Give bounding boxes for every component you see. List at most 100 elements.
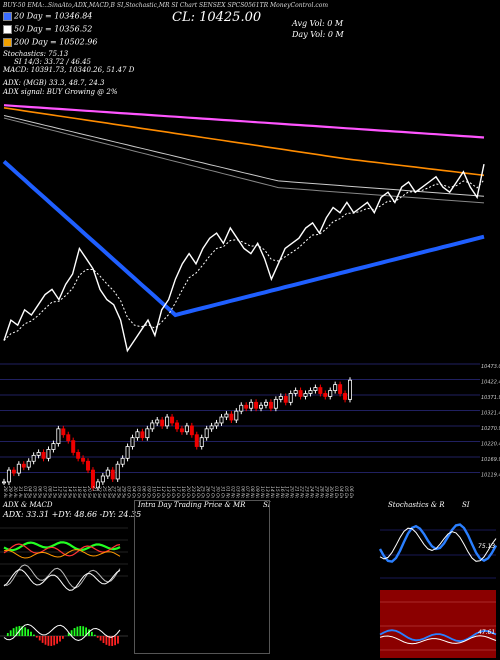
candle-body	[105, 469, 110, 477]
candle-body	[165, 416, 170, 427]
candle-body	[51, 443, 56, 450]
macd-histogram-bar	[30, 631, 32, 636]
candle-date-label: 06 Sep	[37, 486, 43, 498]
candle-body	[174, 422, 179, 430]
macd-histogram-bar	[41, 636, 44, 643]
candle-chart: 28 Aug 29 Aug 30 Aug 31 Aug 01 Sep 04 Sep 05 S…	[0, 363, 500, 498]
candle-body	[36, 452, 41, 456]
candle-body	[219, 416, 224, 424]
candle-date-label: 26 Oct	[205, 486, 211, 498]
adx-minus-line	[3, 543, 121, 557]
candle-body	[298, 390, 303, 397]
macd-histogram-bar	[6, 633, 9, 636]
header-day-vol: Day Vol: 0 M	[292, 30, 344, 39]
candle-body	[95, 481, 100, 489]
macd-histogram-bar	[9, 630, 12, 636]
candle-body	[115, 463, 120, 480]
price-axis-label: 10220.45	[481, 442, 500, 448]
candle-date-label: 07 Sep	[42, 486, 48, 498]
candle-body	[273, 398, 278, 409]
candle-date-label: 04 Dec	[338, 486, 344, 498]
price-axis-label: 10321.45	[481, 411, 500, 417]
candle-date-label: 19 Sep	[81, 486, 87, 498]
candle-body	[229, 413, 234, 421]
ema50-line	[3, 115, 485, 197]
adx-line: ADX: (MGB) 33.3, 48.7, 24.3	[3, 79, 105, 87]
candle-date-label: 31 Aug	[17, 486, 23, 498]
candle-date-label: 28 Nov	[318, 486, 324, 498]
macd-histogram-bar	[82, 626, 85, 636]
candle-body	[140, 431, 145, 439]
candle-date-label: 16 Oct	[170, 486, 176, 498]
candle-body	[288, 393, 293, 403]
mr-line	[379, 629, 497, 643]
candle-body	[110, 469, 115, 480]
candle-date-label: 15 Nov	[274, 486, 280, 498]
candle-date-label: 01 Nov	[224, 486, 230, 498]
candle-body	[81, 457, 86, 462]
candle-date-label: 11 Sep	[51, 486, 57, 498]
candle-date-label: 06 Oct	[140, 486, 146, 498]
candle-body	[313, 387, 318, 391]
macd-histogram-bar	[93, 634, 96, 636]
stoch-d-line	[379, 527, 497, 562]
legend-swatch-50	[3, 25, 12, 34]
candle-date-label: 27 Sep	[111, 486, 117, 498]
upper-band-line	[3, 104, 485, 139]
candle-body	[303, 393, 308, 397]
candle-date-label: 25 Oct	[200, 486, 206, 498]
macd-histogram-bar	[21, 626, 24, 636]
candle-date-label: 08 Nov	[249, 486, 255, 498]
macd-histogram-bar	[96, 636, 99, 638]
candle-body	[170, 416, 175, 424]
macd-histogram-bar	[47, 636, 50, 646]
price-axis-label: 10119.45	[481, 473, 500, 479]
macd-histogram-bar	[117, 636, 119, 644]
candle-body	[86, 460, 91, 471]
candle-date-label: 03 Nov	[234, 486, 240, 498]
candle-body	[66, 434, 71, 442]
candle-body	[347, 379, 352, 400]
candle-body	[239, 404, 244, 412]
adx-panel-title: ADX & MACD	[3, 501, 53, 509]
price-axis-label: 10371.95	[481, 395, 500, 401]
intraday-panel: Intra Day Trading Price & MR SI	[128, 498, 376, 660]
macd-histogram-bar	[111, 636, 114, 646]
intraday-box	[134, 500, 270, 654]
macd-histogram-bar	[27, 629, 29, 636]
macd-histogram-bar	[67, 632, 70, 636]
candle-body	[249, 401, 254, 409]
stoch-value-label: 75.13	[478, 543, 495, 550]
candle-body	[160, 419, 165, 427]
candle-date-label: 24 Nov	[308, 486, 314, 498]
candle-body	[328, 390, 333, 397]
candle-date-label: 17 Nov	[284, 486, 290, 498]
macd-histogram-bar	[105, 636, 108, 645]
candle-body	[333, 384, 338, 391]
candle-date-label: 18 Sep	[76, 486, 82, 498]
candle-body	[268, 401, 273, 409]
candle-date-label: 20 Sep	[86, 486, 92, 498]
stoch-si: SI	[462, 501, 470, 509]
macd-signal-chart	[3, 569, 121, 591]
macd-histogram-bar	[56, 636, 58, 644]
candle-date-label: 27 Oct	[210, 486, 216, 498]
macd-histogram-bar	[102, 636, 105, 643]
intraday-si: SI	[263, 501, 271, 509]
candle-body	[244, 404, 249, 409]
ema-legend-200: 200 Day = 10502.96	[3, 38, 97, 47]
candle-body	[179, 428, 184, 433]
macd-line-chart	[3, 564, 121, 589]
stoch-panel: Stochastics & R SI 75.13 47.61	[376, 498, 500, 660]
candle-date-label: 28 Aug	[2, 486, 8, 498]
mr-signal-line	[379, 635, 497, 645]
candle-body	[61, 428, 66, 436]
ema50b-line	[3, 117, 485, 204]
candle-body	[16, 463, 21, 474]
ema-50-label: 50 Day = 10356.52	[14, 24, 93, 34]
candle-body	[21, 463, 26, 468]
signal-line	[3, 179, 485, 341]
intraday-title: Intra Day Trading Price & MR	[138, 501, 246, 509]
candle-body	[46, 449, 51, 459]
candle-date-label: 13 Sep	[61, 486, 67, 498]
